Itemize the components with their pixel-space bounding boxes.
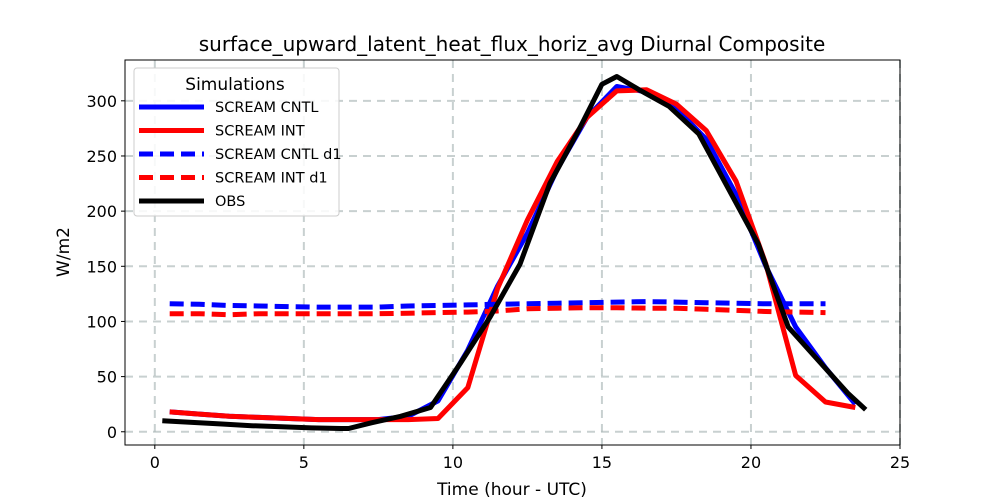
y-tick-label: 300	[86, 92, 117, 111]
chart-title: surface_upward_latent_heat_flux_horiz_av…	[199, 32, 826, 56]
plot-frame	[124, 59, 901, 446]
x-tick-label: 15	[592, 453, 612, 472]
y-tick-label: 50	[97, 368, 117, 387]
y-tick-label: 250	[86, 147, 117, 166]
x-tick-label: 5	[299, 453, 309, 472]
x-tick-label: 0	[150, 453, 160, 472]
legend-items: SCREAM CNTL SCREAM INT SCREAM CNTL d1 SCREA…	[139, 100, 342, 210]
series-layer	[162, 74, 868, 431]
x-tick-label: 20	[741, 453, 761, 472]
y-axis-label: W/m2	[54, 227, 74, 277]
x-axis-label: Time (hour - UTC)	[436, 480, 587, 500]
y-tick-label: 100	[86, 312, 117, 331]
legend-label-obs: OBS	[215, 194, 245, 210]
y-tick-label: 0	[107, 423, 117, 442]
series-line-obs	[162, 74, 868, 431]
legend-label-scream-int: SCREAM INT	[215, 124, 305, 140]
legend-label-scream-int-d1: SCREAM INT d1	[215, 171, 328, 187]
x-tick-label: 10	[443, 453, 463, 472]
series-line-scream-int	[169, 87, 856, 423]
series-line-scream-int-d1	[169, 305, 826, 318]
legend-label-scream-cntl-d1: SCREAM CNTL d1	[215, 147, 342, 163]
legend-title: Simulations	[185, 75, 285, 95]
x-tick-label: 25	[890, 453, 910, 472]
y-tick-label: 150	[86, 257, 117, 276]
y-tick-label: 200	[86, 202, 117, 221]
legend-label-scream-cntl: SCREAM CNTL	[215, 100, 319, 116]
